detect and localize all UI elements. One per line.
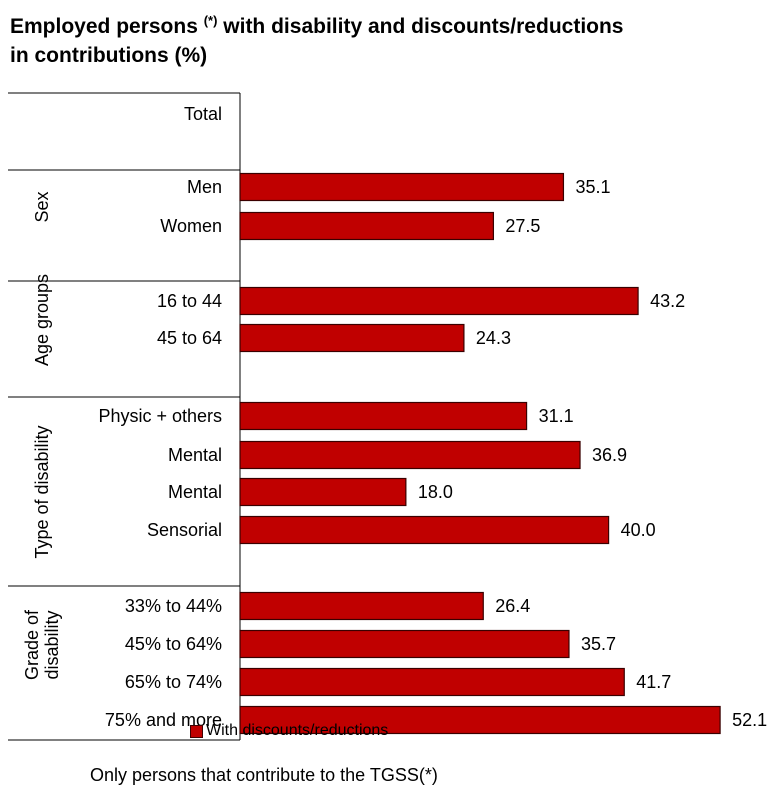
category-label: 45% to 64% — [125, 634, 222, 654]
group-label: Grade ofdisability — [22, 609, 62, 680]
legend-label: With discounts/reductions — [206, 722, 389, 739]
category-label: 45 to 64 — [157, 328, 222, 348]
data-label: 35.1 — [575, 177, 610, 197]
data-label: 43.2 — [650, 291, 685, 311]
category-label: Mental — [168, 445, 222, 465]
category-label: Women — [160, 216, 222, 236]
bar — [239, 591, 484, 621]
bar — [239, 515, 610, 545]
plot-area: Total Sex Men 35.1 Women 27.5 Age groups 16 to … — [8, 92, 767, 741]
bar — [239, 629, 570, 659]
data-label: 40.0 — [621, 520, 656, 540]
category-label: 33% to 44% — [125, 596, 222, 616]
bar — [239, 172, 565, 202]
group-label: Age groups — [32, 274, 52, 366]
legend-swatch — [190, 724, 203, 738]
data-label: 36.9 — [592, 445, 627, 465]
bar — [239, 286, 639, 316]
data-label: 41.7 — [636, 672, 671, 692]
data-label: 31.1 — [539, 406, 574, 426]
title-line1-pre: Employed persons — [10, 15, 204, 38]
bar — [239, 705, 721, 735]
bar — [239, 440, 581, 470]
data-label: 52.1 — [732, 710, 767, 730]
category-label: Physic + others — [98, 406, 222, 426]
category-label: Sensorial — [147, 520, 222, 540]
data-label: 26.4 — [495, 596, 530, 616]
bar — [239, 323, 465, 353]
title-line1-post: with disability and discounts/reductions — [217, 15, 624, 38]
category-label: Men — [187, 177, 222, 197]
bar — [239, 211, 495, 241]
category-label: Total — [184, 104, 222, 124]
bar — [239, 401, 528, 431]
title-line2: in contributions (%) — [10, 44, 208, 67]
data-label: 35.7 — [581, 634, 616, 654]
group-label: Type of disability — [32, 425, 52, 558]
footnote: Only persons that contribute to the TGSS… — [90, 765, 438, 785]
bar — [239, 667, 625, 697]
bar — [239, 477, 407, 507]
category-label: 65% to 74% — [125, 672, 222, 692]
category-label: Mental — [168, 482, 222, 502]
group-label: Sex — [32, 191, 52, 222]
category-label: 16 to 44 — [157, 291, 222, 311]
data-label: 18.0 — [418, 482, 453, 502]
data-label: 24.3 — [476, 328, 511, 348]
chart-title: Employed persons (*) with disability and… — [10, 12, 750, 70]
data-label: 27.5 — [505, 216, 540, 236]
title-superscript: (*) — [203, 13, 218, 28]
legend: With discounts/reductions — [190, 722, 388, 740]
